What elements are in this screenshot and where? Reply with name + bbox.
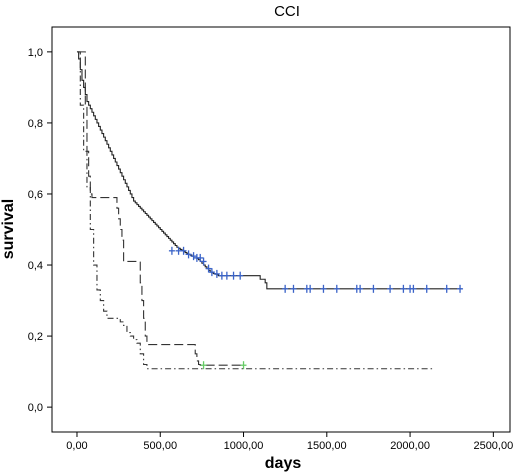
x-tick-label: 0,00 — [66, 440, 87, 452]
y-axis-title: survival — [0, 199, 17, 259]
x-tick-label: 2000,00 — [390, 440, 430, 452]
survival-curve — [76, 51, 436, 370]
x-tick-label: 500,00 — [143, 440, 177, 452]
series-solid — [76, 51, 464, 293]
y-tick-label: 1,0 — [28, 47, 43, 59]
survival-curve — [76, 51, 462, 290]
y-tick-label: 0,8 — [28, 118, 43, 130]
series-layer — [76, 51, 464, 370]
x-tick-label: 1500,00 — [307, 440, 347, 452]
y-tick-label: 0,2 — [28, 331, 43, 343]
chart-title: CCI — [274, 3, 300, 20]
y-tick-label: 0,6 — [28, 189, 43, 201]
x-tick-label: 2500,00 — [473, 440, 513, 452]
series-dashdot — [76, 51, 436, 370]
series-longdash — [76, 51, 247, 370]
survival-curve — [76, 51, 244, 366]
y-tick-label: 0,4 — [28, 260, 43, 272]
x-axis: 0,00 500,00 1000,00 1500,00 2000,00 2500,00 — [66, 432, 513, 452]
x-axis-title: days — [265, 455, 302, 472]
plot-frame — [51, 26, 511, 433]
x-tick-label: 1000,00 — [224, 440, 264, 452]
y-tick-label: 0,0 — [28, 402, 43, 414]
y-axis: 0,0 0,2 0,4 0,6 0,8 1,0 — [28, 47, 52, 414]
